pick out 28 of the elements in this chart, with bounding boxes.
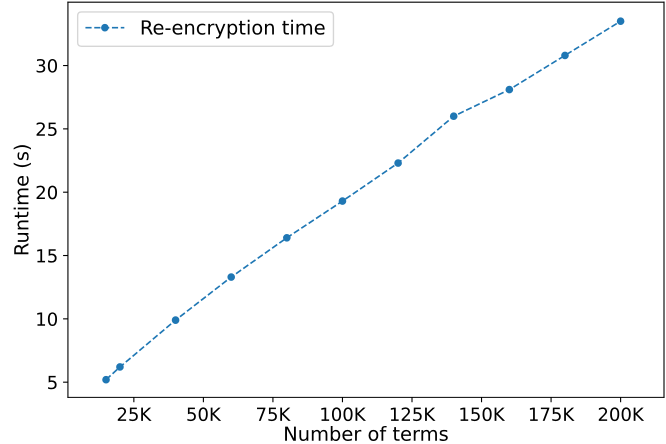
x-tick-label: 150K bbox=[460, 407, 506, 422]
y-tick-label: 25 bbox=[36, 122, 57, 136]
y-axis-title: Runtime (s) bbox=[14, 145, 31, 254]
y-tick-label: 10 bbox=[37, 312, 58, 326]
x-tick-label: 175K bbox=[530, 408, 575, 422]
x-tick-label: 50K bbox=[187, 407, 222, 422]
x-axis-title: Number of terms bbox=[285, 426, 448, 442]
x-tick-label: 100K bbox=[321, 407, 366, 422]
point bbox=[116, 363, 124, 371]
x-tick-label: 125K bbox=[390, 407, 436, 422]
x-tick-label: 25K bbox=[118, 407, 152, 422]
y-tick-label: 5 bbox=[48, 376, 57, 390]
point bbox=[227, 273, 236, 281]
point bbox=[394, 159, 402, 167]
y-tick-label: 30 bbox=[36, 59, 58, 73]
point bbox=[102, 376, 110, 384]
y-tick-label: 20 bbox=[36, 186, 58, 200]
x-tick-label: 200K bbox=[598, 407, 644, 422]
y-tick-label: 15 bbox=[37, 249, 57, 263]
point bbox=[506, 86, 514, 94]
point bbox=[283, 234, 291, 242]
x-tick-label: 75K bbox=[257, 408, 291, 422]
point bbox=[616, 17, 624, 26]
point bbox=[172, 316, 180, 324]
legend-label: Re-encryption time bbox=[142, 20, 325, 39]
point bbox=[561, 52, 569, 60]
point bbox=[338, 197, 346, 205]
point bbox=[450, 112, 458, 120]
